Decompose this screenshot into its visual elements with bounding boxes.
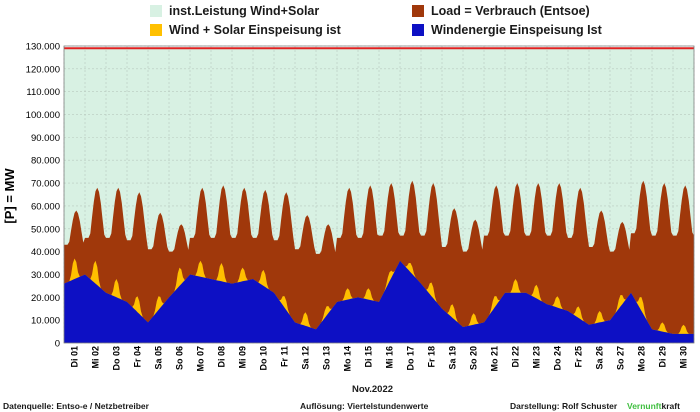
footer-author: Darstellung: Rolf Schuster: [510, 401, 618, 411]
y-tick-label: 110.000: [26, 87, 60, 98]
legend-swatch-load: [412, 5, 424, 17]
x-tick-label: Sa 26: [595, 346, 605, 370]
x-tick-label: Sa 12: [301, 346, 311, 370]
y-tick-label: 60.000: [31, 201, 60, 212]
x-tick-label: Mo 28: [637, 346, 647, 372]
legend-item-wind-solar: Wind + Solar Einspeisung ist: [150, 23, 341, 37]
legend-label-wind: Windenergie Einspeisung Ist: [431, 23, 602, 37]
plot-border: [63, 45, 695, 344]
legend: inst.Leistung Wind+Solar Load = Verbrauc…: [0, 0, 700, 42]
y-tick-label: 90.000: [31, 133, 60, 144]
y-tick-label: 20.000: [31, 293, 60, 304]
y-tick-label: 10.000: [31, 316, 60, 327]
y-tick-label: 30.000: [31, 270, 60, 281]
x-tick-label: Fr 18: [427, 346, 437, 368]
y-tick-label: 40.000: [31, 247, 60, 258]
legend-label-wind-solar: Wind + Solar Einspeisung ist: [169, 23, 341, 37]
y-axis-label: [P] = MW: [2, 168, 17, 224]
x-tick-label: Mi 23: [532, 346, 542, 369]
x-tick-label: So 13: [322, 346, 332, 370]
x-tick-label: Sa 05: [154, 346, 164, 370]
x-tick-label: So 20: [469, 346, 479, 370]
legend-swatch-wind-solar: [150, 24, 162, 36]
x-tick-label: Di 01: [70, 346, 80, 368]
x-tick-label: Do 24: [553, 346, 563, 371]
legend-item-wind: Windenergie Einspeisung Ist: [412, 23, 602, 37]
y-tick-label: 0: [55, 339, 60, 350]
x-tick-label: Do 10: [259, 346, 269, 371]
x-tick-label: So 27: [616, 346, 626, 370]
legend-label-load: Load = Verbrauch (Entsoe): [431, 4, 590, 18]
plot-area: [63, 45, 695, 344]
x-tick-label: Di 15: [364, 346, 374, 368]
x-tick-label: Do 03: [112, 346, 122, 371]
x-axis: Di 01 Mi 02 Do 03 Fr 04 Sa 05 So 06 Mo 07 Di 08…: [70, 346, 689, 372]
y-tick-label: 70.000: [31, 179, 60, 190]
y-tick-label: 50.000: [31, 224, 60, 235]
x-tick-label: Sa 19: [448, 346, 458, 370]
x-tick-label: Fr 25: [574, 346, 584, 368]
x-tick-label: Mo 21: [490, 346, 500, 372]
y-tick-label: 120.000: [26, 64, 60, 75]
x-tick-label: Fr 11: [280, 346, 290, 367]
x-tick-label: Mi 16: [385, 346, 395, 369]
x-tick-label: Fr 04: [133, 346, 143, 368]
footer-brand: Vernunftkraft: [627, 401, 680, 411]
x-tick-label: Mi 09: [238, 346, 248, 369]
area-chart: 0 10.000 20.000 30.000 40.000 50.000 60.000 70.…: [2, 42, 695, 372]
series-wind-area: [64, 260, 694, 343]
legend-item-installed-capacity: inst.Leistung Wind+Solar: [150, 4, 319, 18]
x-tick-label: Mo 14: [343, 346, 353, 372]
x-tick-label: Mi 30: [679, 346, 689, 369]
y-tick-label: 130.000: [26, 42, 60, 53]
x-axis-label: Nov.2022: [352, 384, 394, 395]
x-tick-label: Di 29: [658, 346, 668, 368]
legend-label-installed: inst.Leistung Wind+Solar: [169, 4, 320, 18]
footer-brand-prefix: Vernunft: [627, 401, 662, 411]
x-tick-label: Di 22: [511, 346, 521, 368]
legend-swatch-installed: [150, 5, 162, 17]
footer-resolution: Auflösung: Viertelstundenwerte: [300, 401, 429, 411]
y-tick-label: 80.000: [31, 156, 60, 167]
footer: Datenquelle: Entso-e / Netzbetreiber Auf…: [0, 401, 700, 412]
x-tick-label: Mo 07: [196, 346, 206, 372]
x-tick-label: Mi 02: [91, 346, 101, 369]
legend-item-load: Load = Verbrauch (Entsoe): [412, 4, 590, 18]
y-axis: 0 10.000 20.000 30.000 40.000 50.000 60.000 70.…: [26, 42, 60, 350]
x-tick-label: Di 08: [217, 346, 227, 368]
x-tick-label: Do 17: [406, 346, 416, 371]
footer-source: Datenquelle: Entso-e / Netzbetreiber: [3, 401, 149, 411]
legend-swatch-wind: [412, 24, 424, 36]
x-tick-label: So 06: [175, 346, 185, 370]
y-tick-label: 100.000: [26, 110, 60, 121]
footer-brand-suffix: kraft: [661, 401, 680, 411]
